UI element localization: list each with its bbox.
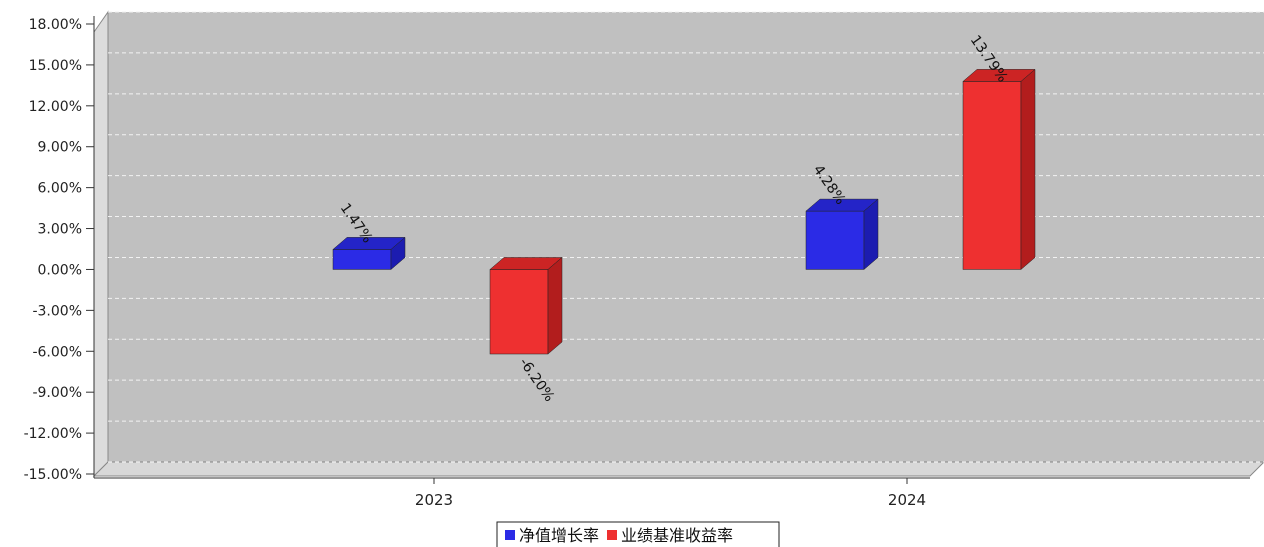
- y-tick-label: 9.00%: [38, 140, 82, 156]
- bar: [805, 198, 879, 270]
- bar-side: [390, 236, 406, 270]
- y-tick-label: -15.00%: [24, 467, 82, 483]
- y-tick-label: -9.00%: [32, 385, 82, 401]
- y-tick-label: 15.00%: [29, 58, 82, 74]
- bar-side: [863, 198, 879, 270]
- axes: 18.00% 15.00% 12.00% 9.00% 6.00% 3.00% 0.00% -3…: [24, 16, 1250, 509]
- bar-side: [547, 256, 563, 355]
- legend-swatch: [505, 530, 515, 540]
- bar-front: [962, 81, 1022, 270]
- bars: [332, 68, 1036, 355]
- legend-swatch: [607, 530, 617, 540]
- bar: [962, 68, 1036, 270]
- y-tick-label: 12.00%: [29, 99, 82, 115]
- bar-front: [489, 269, 549, 355]
- gridlines: [108, 11, 1264, 463]
- bar-front: [805, 210, 865, 270]
- y-tick-label: -6.00%: [32, 344, 82, 360]
- y-tick-label: 0.00%: [38, 262, 82, 278]
- floor: [92, 461, 1264, 477]
- plot-area: [108, 12, 1264, 462]
- plot-background: [92, 10, 1264, 478]
- bar-front: [332, 249, 392, 270]
- y-tick-label: -3.00%: [32, 303, 82, 319]
- legend-box: [496, 521, 780, 547]
- y-tick-label: 6.00%: [38, 181, 82, 197]
- legend-label: 净值增长率: [519, 526, 599, 545]
- y-tick-label: -12.00%: [24, 426, 82, 442]
- y-tick-label: 18.00%: [29, 17, 82, 33]
- x-tick-label: 2024: [888, 491, 926, 509]
- x-tick-label: 2023: [415, 491, 453, 509]
- y-tick-label: 3.00%: [38, 222, 82, 238]
- bar: [489, 256, 563, 355]
- bar-side: [1020, 68, 1036, 270]
- bar: [332, 236, 406, 270]
- left-wall: [93, 10, 109, 478]
- legend: 净值增长率 业绩基准收益率: [496, 521, 780, 547]
- legend-label: 业绩基准收益率: [621, 526, 733, 545]
